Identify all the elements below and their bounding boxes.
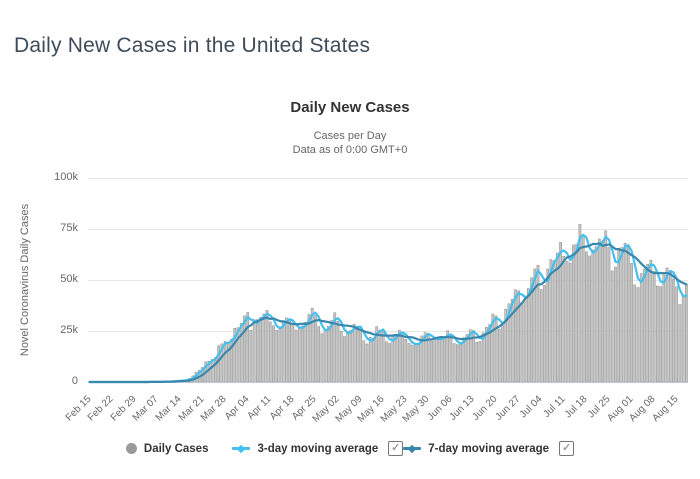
- checkmark-icon: ✓: [561, 441, 572, 454]
- 3day-moving-average-checkbox[interactable]: ✓: [388, 441, 404, 456]
- legend-item-3day-moving-average[interactable]: 3-day moving average: [232, 443, 378, 455]
- chart-subtitle: Cases per Day Data as of 0:00 GMT+0: [0, 129, 700, 157]
- legend-label-3day-moving-average: 3-day moving average: [257, 442, 379, 455]
- 7day-moving-average-marker-icon: [403, 444, 422, 453]
- y-tick-label: 75k: [60, 222, 78, 234]
- plot-area: [88, 178, 688, 384]
- legend-item-7day-moving-average[interactable]: 7-day moving average: [403, 443, 549, 455]
- daily-cases-bars: [126, 224, 688, 383]
- page-title: Daily New Cases in the United States: [14, 34, 371, 57]
- 7day-moving-average-checkbox[interactable]: ✓: [559, 441, 575, 456]
- legend-item-daily-cases[interactable]: Daily Cases: [125, 442, 209, 455]
- chart-subtitle-line2: Data as of 0:00 GMT+0: [292, 144, 408, 156]
- y-tick-label: 25k: [60, 324, 78, 336]
- legend-label-daily-cases: Daily Cases: [143, 442, 209, 455]
- 7day-moving-average-line: [88, 242, 688, 384]
- chart-subtitle-line1: Cases per Day: [313, 130, 387, 142]
- 3day-moving-average-marker-icon: [232, 444, 251, 453]
- y-tick-label: 50k: [60, 273, 78, 285]
- checkmark-icon: ✓: [391, 441, 401, 454]
- daily-cases-marker-icon: [125, 443, 137, 454]
- chart-title: Daily New Cases: [290, 99, 410, 116]
- y-tick-label: 100k: [54, 171, 78, 183]
- legend: Daily Cases 3-day moving average ✓ 7-day…: [0, 441, 700, 456]
- y-tick-label: 0: [71, 375, 78, 387]
- legend-label-7day-moving-average: 7-day moving average: [428, 442, 550, 455]
